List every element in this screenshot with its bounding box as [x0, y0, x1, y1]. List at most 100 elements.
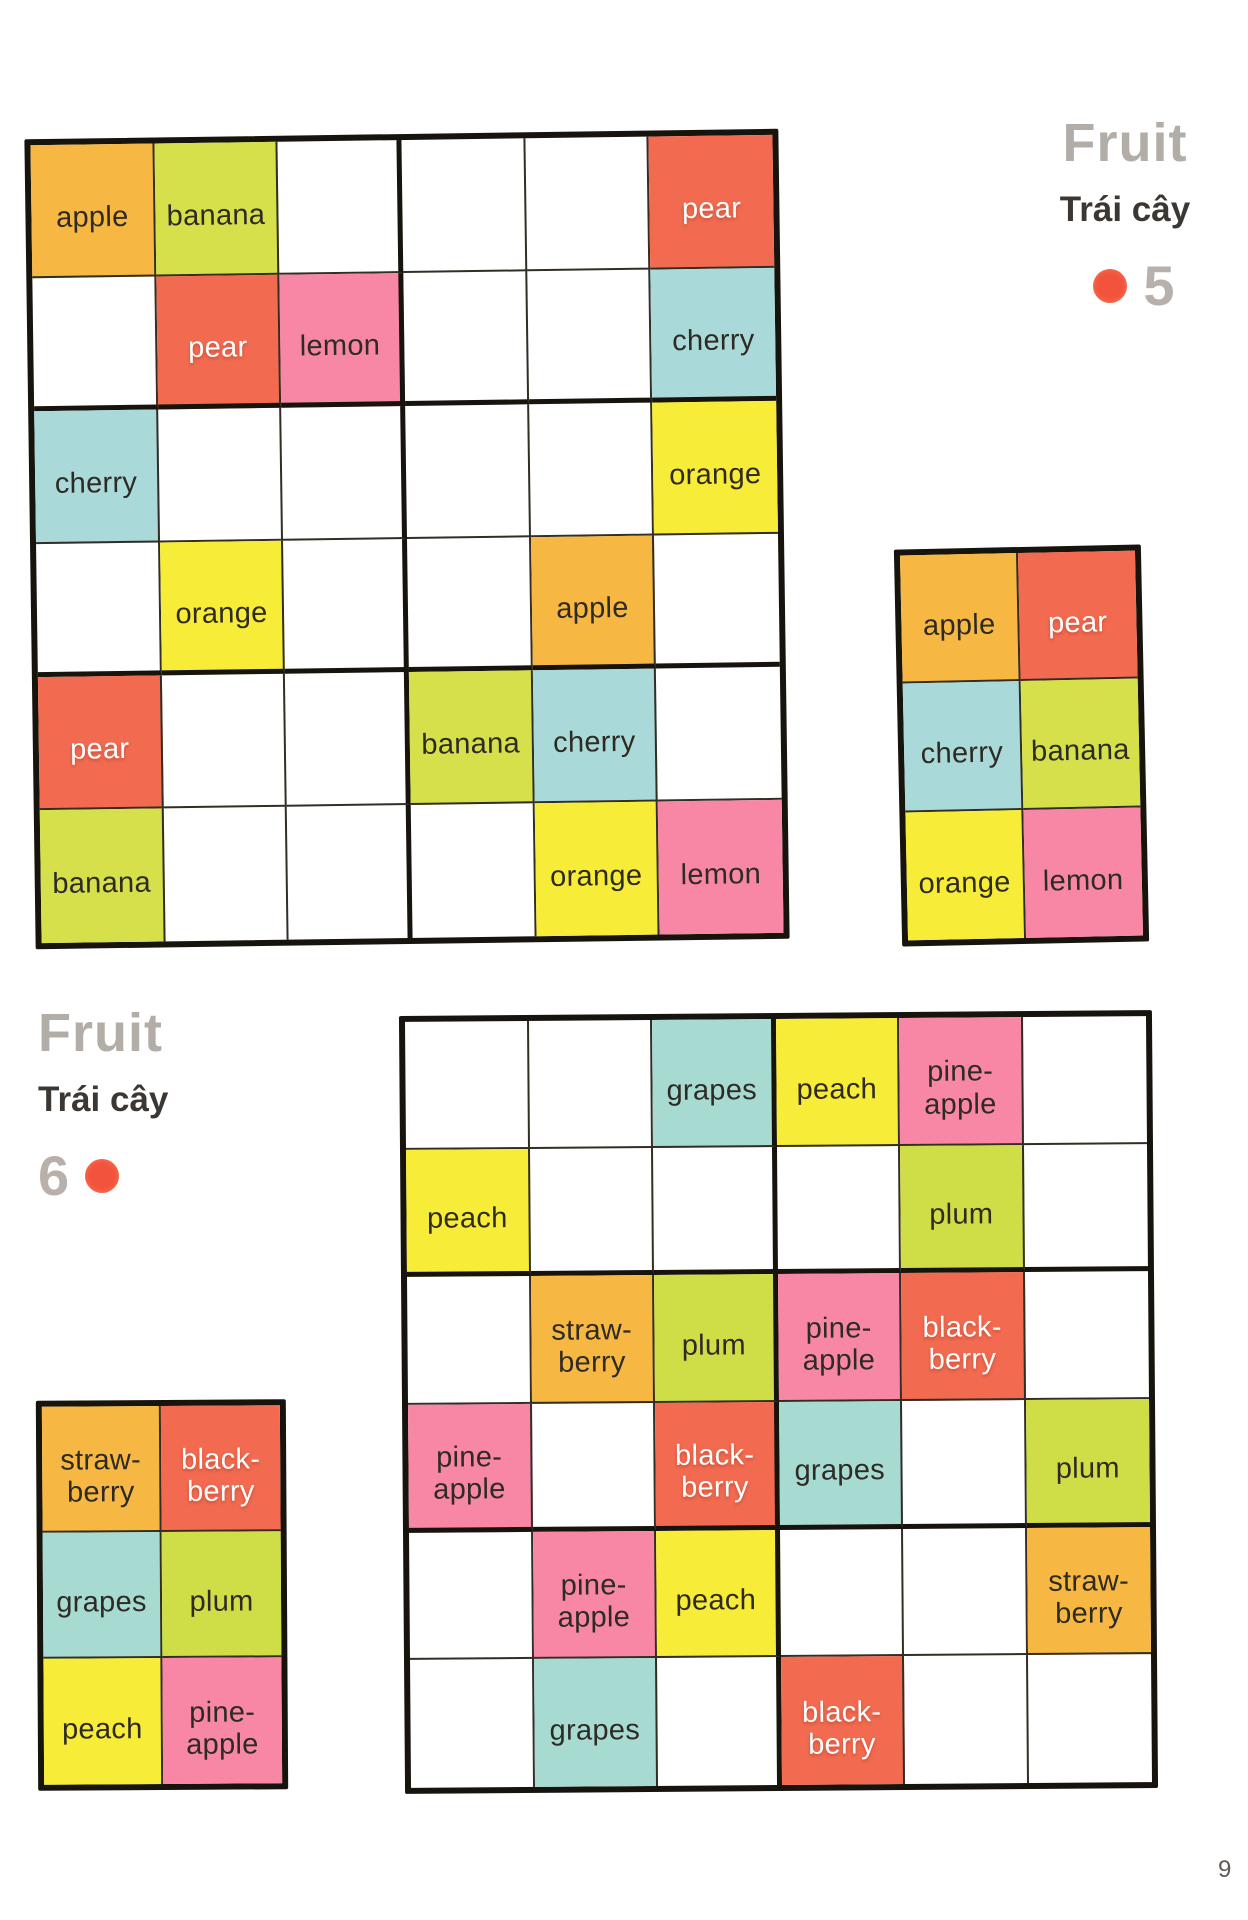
grid-cell-empty [902, 1527, 1028, 1657]
grid-cell-empty [901, 1400, 1027, 1529]
grid-cell-empty [654, 533, 780, 669]
grid-cell-banana: banana [408, 670, 535, 805]
grid-cell-grapes: grapes [42, 1532, 163, 1659]
grid-cell-grapes: grapes [533, 1658, 659, 1787]
grid-cell-pineapple: pine- apple [408, 1403, 533, 1533]
grid-cell-empty [656, 666, 782, 802]
puzzle6-heading: Fruit Trái cây 6 [38, 1002, 278, 1204]
fruit-label: orange [175, 596, 268, 631]
grid-cell-pineapple: pine- apple [162, 1657, 283, 1784]
grid-cell-blackberry: black- berry [655, 1401, 780, 1531]
grid-cell-apple: apple [530, 535, 657, 671]
fruit-label: lemon [299, 329, 381, 363]
grid-cell-empty [657, 1657, 782, 1786]
grid-cell-empty [1027, 1654, 1151, 1783]
puzzle6-key-grid: straw- berry black- berry grapes plum peach p… [35, 1399, 289, 1791]
grid-cell-empty [776, 1145, 901, 1275]
fruit-label: orange [669, 458, 762, 492]
grid-cell-peach: peach [656, 1529, 781, 1659]
grid-cell-empty [652, 1146, 778, 1276]
grid-cell-empty [277, 140, 404, 275]
grid-cell-strawberry: straw- berry [41, 1406, 162, 1533]
fruit-label: banana [166, 199, 266, 233]
grid-cell-blackberry: black- berry [900, 1272, 1026, 1402]
fruit-label: banana [52, 866, 152, 901]
grid-cell-plum: plum [899, 1144, 1025, 1274]
puzzle5-title: Fruit [1062, 113, 1188, 173]
fruit-label: black- berry [801, 1695, 882, 1761]
fruit-label: straw- berry [60, 1443, 142, 1509]
fruit-label: orange [549, 860, 643, 894]
grid-cell-plum: plum [1025, 1399, 1150, 1528]
grid-cell-empty [283, 539, 409, 674]
grid-cell-cherry: cherry [532, 668, 659, 804]
grid-cell-empty [1023, 1143, 1148, 1273]
grid-cell-plum: plum [161, 1531, 282, 1658]
grid-cell-empty [1022, 1016, 1147, 1145]
fruit-label: cherry [672, 323, 755, 358]
fruit-label: peach [796, 1072, 878, 1106]
fruit-label: apple [556, 591, 629, 625]
grid-cell-empty [157, 407, 284, 543]
grid-cell-plum: plum [654, 1274, 779, 1403]
fruit-label: peach [426, 1201, 508, 1235]
fruit-label: pear [187, 330, 248, 364]
fruit-label: plum [1055, 1452, 1120, 1485]
fruit-label: pine- apple [802, 1311, 876, 1377]
fruit-label: plum [189, 1585, 254, 1618]
grid-cell-empty [779, 1528, 905, 1658]
fruit-label: apple [55, 201, 129, 235]
fruit-label: peach [675, 1584, 757, 1618]
grid-cell-empty [405, 1020, 530, 1150]
grid-cell-empty [525, 136, 651, 272]
grid-cell-empty [281, 406, 407, 541]
fruit-label: pear [681, 192, 742, 226]
fruit-label: apple [922, 608, 996, 642]
puzzle5-number-row: 5 [1033, 258, 1235, 314]
fruit-label: banana [421, 727, 521, 762]
fruit-label: grapes [794, 1454, 886, 1487]
grid-cell-empty [1024, 1271, 1149, 1401]
grid-cell-pear: pear [155, 274, 282, 410]
puzzle5-subtitle: Trái cây [1059, 190, 1191, 229]
fruit-label: plum [929, 1198, 994, 1231]
grid-cell-apple: apple [899, 553, 1021, 684]
grid-cell-orange: orange [534, 801, 660, 937]
grid-cell-empty [528, 402, 655, 538]
fruit-label: cherry [920, 736, 1004, 771]
fruit-label: lemon [680, 858, 762, 892]
fruit-label: black- berry [922, 1310, 1002, 1376]
puzzle5-heading: Fruit Trái cây 5 [1015, 112, 1235, 314]
grid-cell-pear: pear [37, 675, 164, 811]
fruit-label: pine- apple [557, 1569, 631, 1635]
fruit-label: grapes [56, 1585, 147, 1619]
grid-cell-empty [529, 1147, 655, 1277]
grid-cell-empty [32, 276, 158, 412]
grid-cell-empty [531, 1402, 657, 1532]
grid-cell-peach: peach [775, 1018, 900, 1147]
grid-cell-empty [526, 269, 653, 405]
grid-cell-empty [410, 1659, 535, 1788]
fruit-label: pine- apple [924, 1055, 997, 1121]
grid-cell-empty [403, 271, 529, 407]
puzzle6-title: Fruit [38, 1003, 163, 1063]
red-dot-icon [85, 1159, 120, 1193]
fruit-label: cherry [552, 726, 636, 760]
fruit-label: plum [681, 1329, 746, 1362]
puzzle5-key-grid: apple pear cherry banana orange lemon [893, 544, 1150, 947]
puzzle6-subtitle: Trái cây [38, 1080, 169, 1119]
puzzle5-grid: apple banana pear pear lemon cherry cherry oran… [24, 128, 790, 950]
grid-cell-empty [36, 542, 162, 678]
fruit-label: cherry [54, 467, 138, 501]
grid-cell-apple: apple [30, 143, 156, 279]
grid-cell-lemon: lemon [658, 799, 784, 935]
grid-cell-empty [406, 537, 533, 672]
grid-cell-empty [401, 138, 527, 274]
fruit-label: grapes [666, 1073, 758, 1107]
grid-cell-orange: orange [905, 809, 1026, 941]
grid-cell-pear: pear [648, 134, 775, 270]
fruit-label: pine- apple [433, 1441, 506, 1507]
grid-cell-strawberry: straw- berry [530, 1275, 656, 1404]
fruit-label: pear [69, 733, 130, 766]
